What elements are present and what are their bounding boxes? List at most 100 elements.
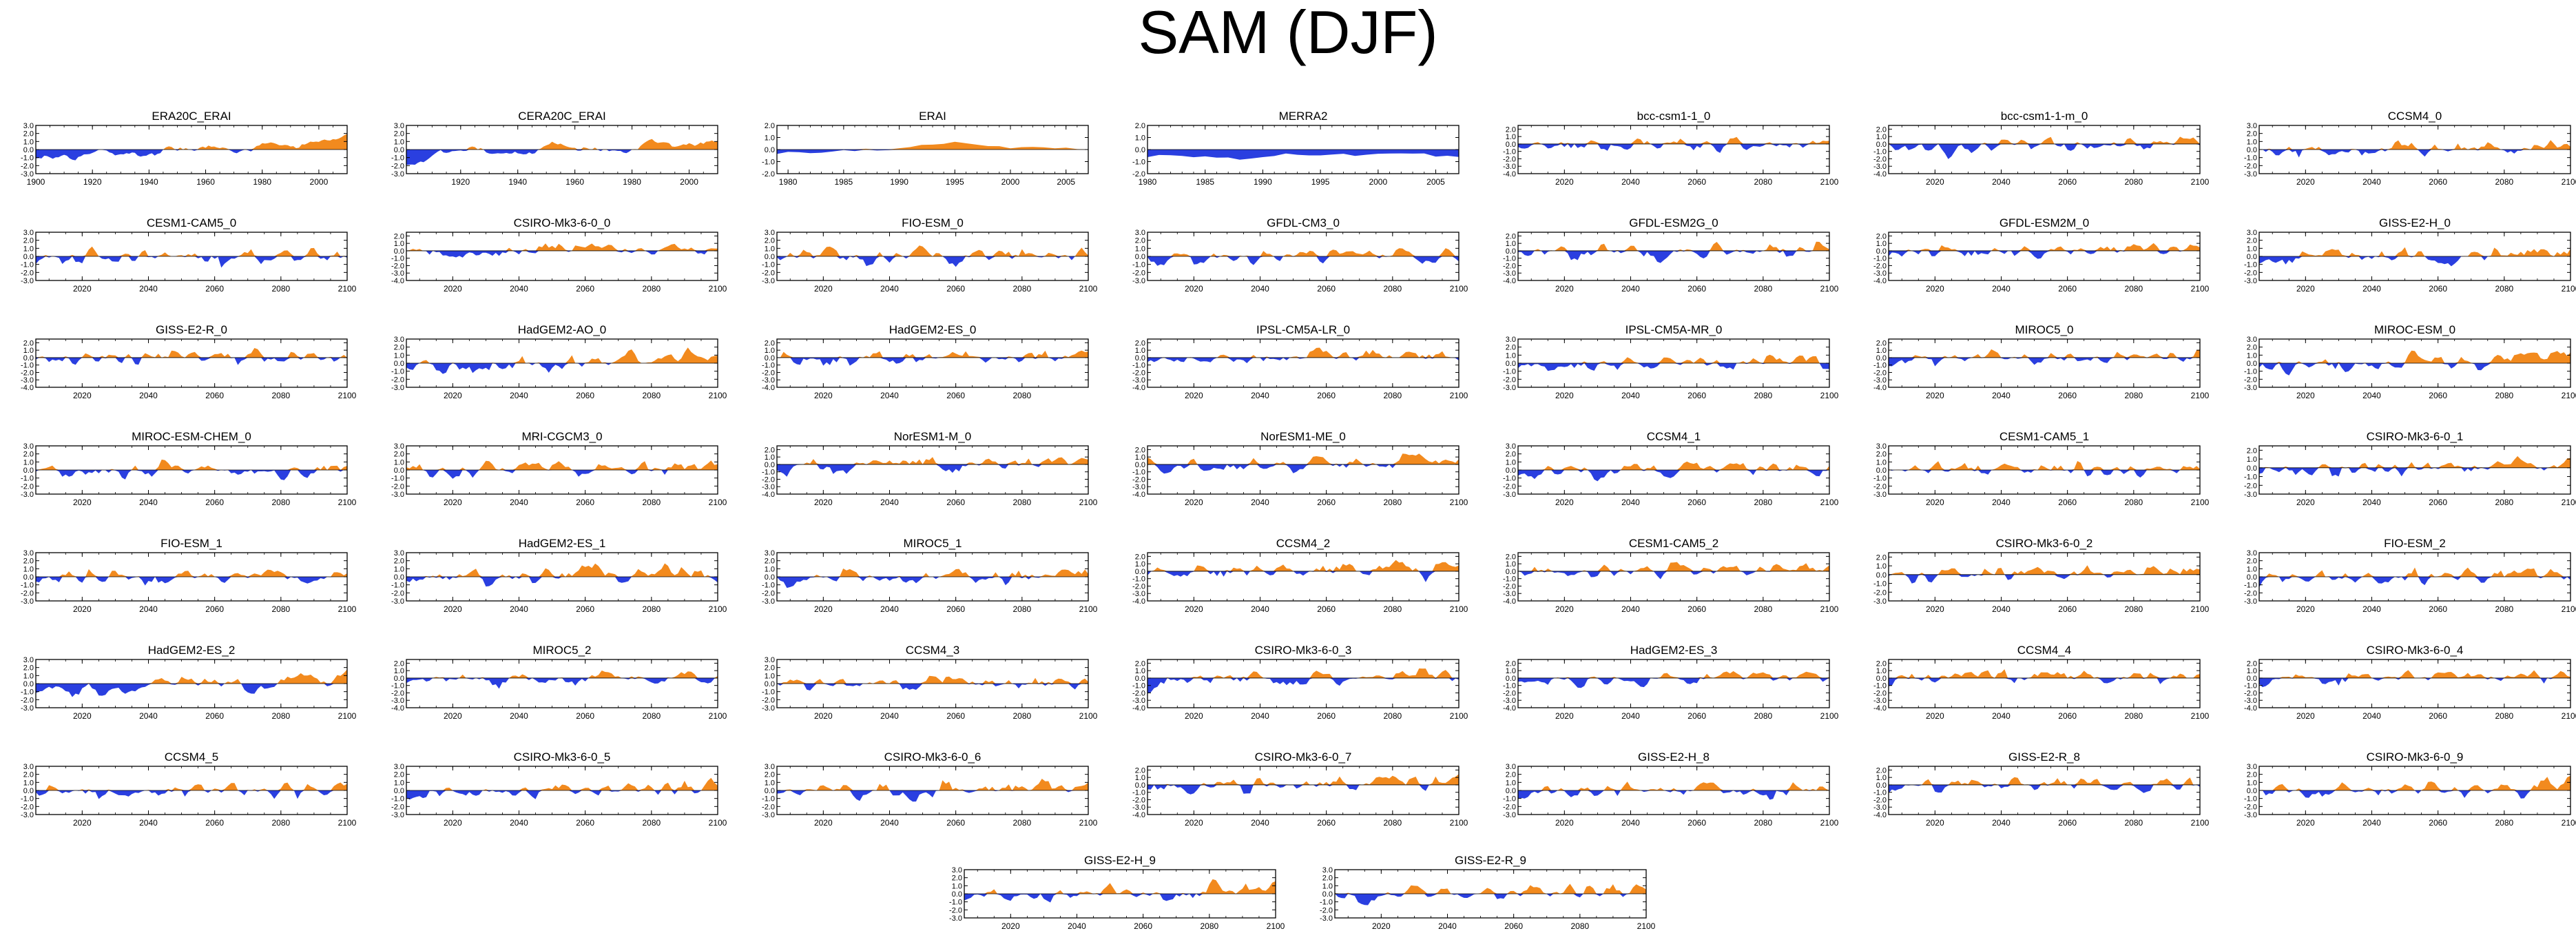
y-tick-label: 2.0 [1506,344,1516,352]
positive-area-CSIRO-Mk3-6-0_6 [777,779,1088,790]
y-tick-label: -4.0 [1132,704,1145,713]
y-tick-label: 2.0 [1135,339,1145,347]
positive-area-GISS-E2-H_9 [964,879,1276,894]
x-tick-label: 2060 [2429,284,2447,294]
panel-title: CSIRO-Mk3-6-0_7 [1255,750,1352,764]
x-tick-label: 2060 [576,604,594,614]
panel-MIROC5_1: MIROC5_1 3.02.01.00.0-1.0-2.0-3.0 2020 2040… [762,537,1098,614]
panel-NorESM1-M_0: NorESM1-M_0 2.01.00.0-1.0-2.0-3.0-4.0 2020… [762,430,1098,507]
x-tick-label: 2040 [139,604,158,614]
panel-title: MIROC5_0 [2015,323,2073,336]
panel-title: MERRA2 [1279,110,1328,123]
y-tick-label: 0.0 [394,247,404,256]
y-tick-label: 0.0 [1322,890,1333,899]
x-tick-label: 2080 [2495,498,2513,507]
x-tick-label: 2040 [510,391,528,400]
positive-area-bcc-csm1-1_0 [1518,136,1829,144]
y-tick-label: 0.0 [1135,253,1145,261]
panel-title: NorESM1-ME_0 [1260,430,1346,443]
x-tick-label: 2060 [205,498,224,507]
panel-title: MRI-CGCM3_0 [521,430,602,443]
y-tick-label: 2.0 [23,557,34,566]
x-tick-label: 2080 [1383,604,1402,614]
positive-area-GFDL-ESM2G_0 [1518,241,1829,251]
positive-area-GISS-E2-R_9 [1335,883,1646,894]
x-tick-label: 2020 [1185,604,1203,614]
positive-area-FIO-ESM_2 [2259,567,2570,577]
y-tick-label: 3.0 [1506,763,1516,771]
y-tick-label: 1.0 [394,667,404,675]
negative-area-CCSM4_0 [2259,150,2570,158]
y-tick-label: 1.0 [23,458,34,467]
y-tick-label: -1.0 [762,582,775,590]
x-tick-label: 2020 [1555,711,1574,721]
positive-area-CSIRO-Mk3-6-0_0 [406,243,718,251]
y-tick-label: -3.0 [762,704,775,713]
x-tick-label: 2040 [1621,391,1640,400]
panel-title: FIO-ESM_2 [2384,537,2446,550]
panel-title: CSIRO-Mk3-6-0_9 [2367,750,2464,764]
y-tick-label: 1.0 [394,565,404,573]
y-tick-label: 2.0 [1876,659,1887,668]
x-tick-label: 1985 [835,177,853,187]
y-tick-label: 1.0 [394,138,404,146]
x-tick-label: 2060 [2429,604,2447,614]
positive-area-GISS-E2-R_0 [36,348,347,358]
x-tick-label: 2100 [2191,498,2210,507]
y-tick-label: -3.0 [949,914,962,923]
negative-area-CESM1-CAM5_2 [1518,571,1829,580]
y-tick-label: -4.0 [1132,384,1145,392]
panel-title: ERA20C_ERAI [152,110,231,123]
y-tick-label: -2.0 [1132,369,1145,377]
x-tick-label: 2080 [1012,391,1031,400]
x-tick-label: 2080 [2495,711,2513,721]
y-tick-label: 0.0 [1506,247,1516,256]
x-tick-label: 2060 [2429,498,2447,507]
y-tick-label: 2.0 [394,232,404,241]
x-tick-label: 1920 [451,177,470,187]
x-tick-label: 2060 [576,284,594,294]
x-tick-label: 2100 [2562,177,2576,187]
y-tick-label: -3.0 [391,811,404,819]
x-tick-label: 2040 [2362,391,2381,400]
x-tick-label: 2080 [2495,177,2513,187]
x-tick-label: 2080 [642,391,661,400]
y-tick-label: -2.0 [1503,689,1516,697]
y-tick-label: -2.0 [2244,803,2257,811]
x-tick-label: 2060 [576,818,594,828]
y-tick-label: 1.0 [1135,245,1145,253]
negative-area-GFDL-ESM2M_0 [1889,250,2200,259]
x-tick-label: 1990 [890,177,908,187]
y-tick-label: 1.0 [23,779,34,787]
y-tick-label: -2.0 [1873,482,1887,491]
x-tick-label: 2040 [880,284,899,294]
x-tick-label: 2040 [2362,711,2381,721]
x-tick-label: 2020 [1185,818,1203,828]
y-tick-label: 0.0 [394,467,404,475]
x-tick-label: 2060 [576,711,594,721]
x-tick-label: 1995 [1311,177,1330,187]
x-tick-label: 2060 [2058,284,2077,294]
x-tick-label: 2100 [1820,711,1839,721]
x-tick-label: 2100 [338,284,357,294]
y-tick-label: -1.0 [1873,475,1887,483]
y-tick-label: 1.0 [1506,458,1516,467]
y-tick-label: -2.0 [21,369,34,377]
y-tick-label: 2.0 [1876,125,1887,134]
positive-area-GISS-E2-H_8 [1518,781,1829,790]
y-tick-label: -1.0 [21,362,34,370]
panel-title: MIROC5_2 [532,644,591,657]
y-tick-label: -4.0 [2244,704,2257,713]
y-tick-label: -3.0 [1503,697,1516,705]
panel-CSIRO-Mk3-6-0_5: CSIRO-Mk3-6-0_5 3.02.01.00.0-1.0-2.0-3.0 2… [391,750,727,828]
panel-title: CSIRO-Mk3-6-0_2 [1996,537,2093,550]
negative-area-MERRA2 [1147,150,1459,160]
y-tick-label: 0.0 [1506,141,1516,149]
x-tick-label: 2040 [1251,391,1269,400]
y-tick-label: 2.0 [1876,232,1887,241]
x-tick-label: 2080 [271,391,290,400]
x-tick-label: 2080 [2124,284,2143,294]
x-tick-label: 2100 [709,391,727,400]
x-tick-label: 2100 [1450,604,1468,614]
x-tick-label: 2080 [2495,604,2513,614]
